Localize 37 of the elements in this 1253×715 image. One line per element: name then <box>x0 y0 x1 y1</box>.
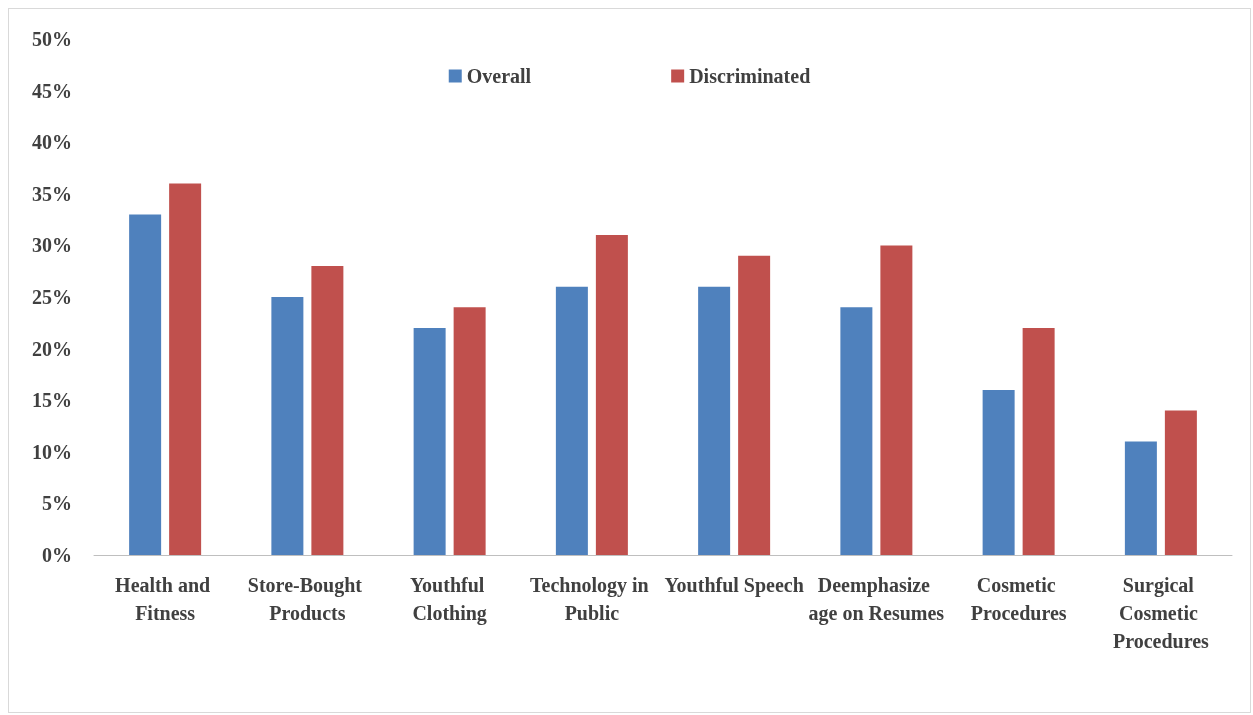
y-tick-label: 15% <box>32 389 72 412</box>
y-tick-label: 50% <box>32 28 72 50</box>
y-tick-label: 5% <box>42 492 72 515</box>
y-tick-label: 25% <box>32 286 72 308</box>
bar <box>1124 441 1157 555</box>
x-tick-label: Youthful Clothing <box>409 574 490 625</box>
bar <box>555 286 588 555</box>
x-tick-label: Surgical Cosmetic Procedures <box>1112 574 1210 652</box>
bar <box>1022 327 1055 555</box>
bar <box>840 307 873 555</box>
y-tick-label: 40% <box>32 131 72 154</box>
bar <box>453 307 486 555</box>
bar <box>1164 410 1197 555</box>
bar <box>311 266 344 555</box>
y-tick-label: 10% <box>32 440 72 463</box>
y-tick-label: 0% <box>42 544 72 566</box>
bar <box>413 327 446 555</box>
x-tick-label: Health and Fitness <box>115 574 216 624</box>
legend-label: Overall <box>466 65 532 87</box>
x-tick-label: Store-Bought Products <box>247 574 367 624</box>
bar <box>169 183 202 555</box>
y-tick-label: 45% <box>32 79 72 102</box>
y-tick-label: 35% <box>32 182 72 205</box>
x-tick-label: Technology in Public <box>530 574 654 624</box>
x-tick-label: Cosmetic Procedures <box>970 574 1067 624</box>
legend-label: Discriminated <box>689 65 811 87</box>
bar <box>880 245 913 555</box>
bar <box>271 297 304 555</box>
x-tick-label: Youthful Speech <box>664 574 804 597</box>
bar <box>982 389 1015 555</box>
bar <box>698 286 731 555</box>
bar <box>738 255 771 555</box>
x-tick-label: Deemphasize age on Resumes <box>808 574 945 625</box>
bar <box>129 214 162 555</box>
bar <box>595 235 628 555</box>
y-tick-label: 30% <box>32 234 72 257</box>
y-tick-label: 20% <box>32 337 72 360</box>
